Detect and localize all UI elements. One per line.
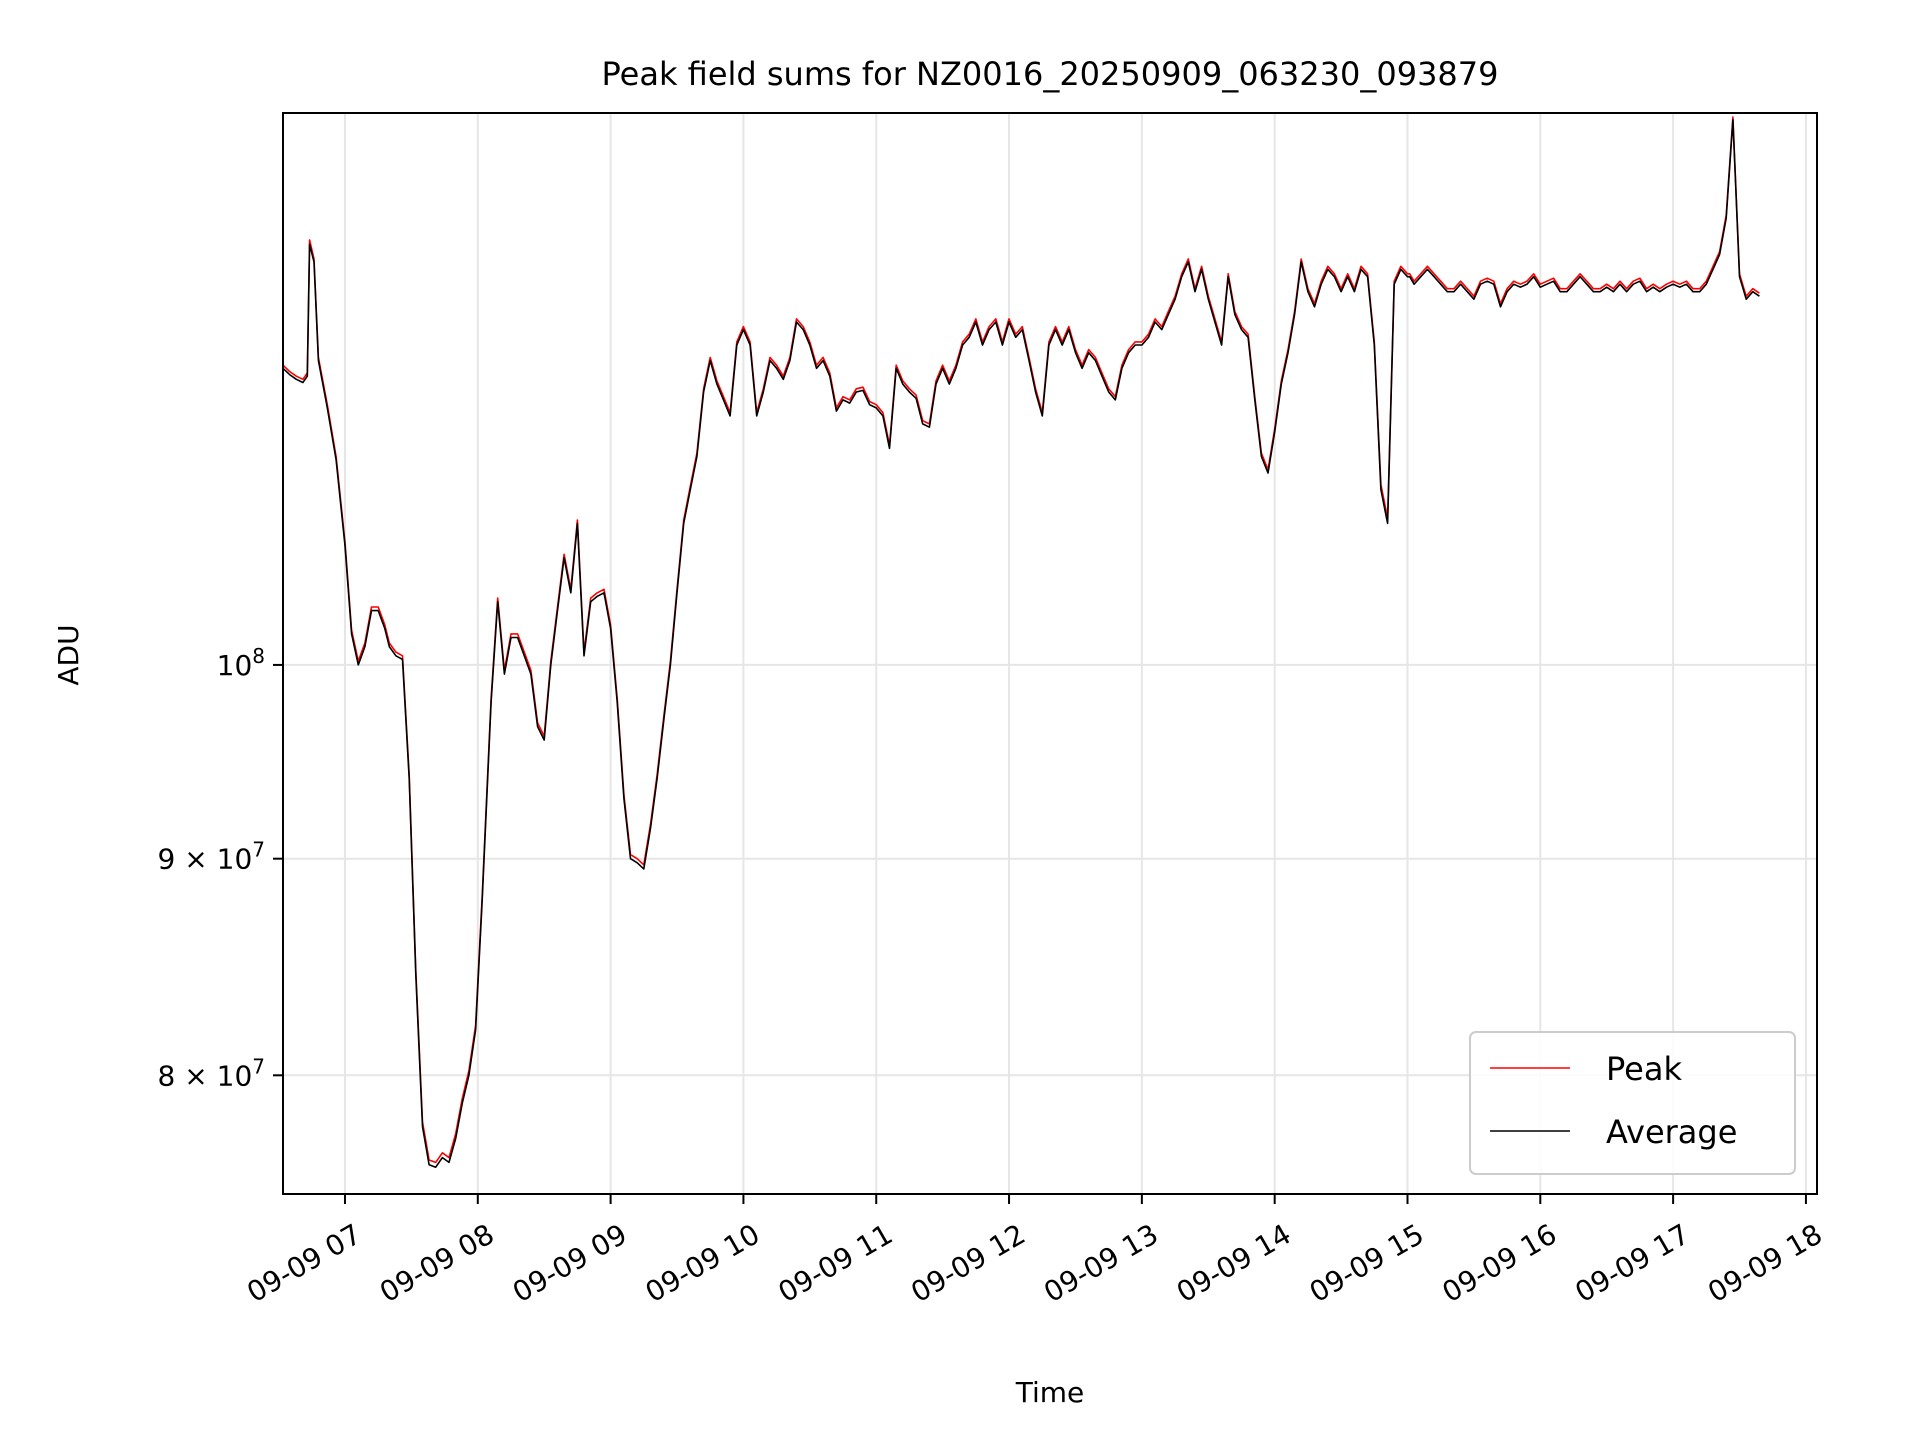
legend-label-average: Average — [1606, 1113, 1737, 1151]
y-tick-label: 9 × 107 — [158, 838, 265, 876]
series-line-peak — [283, 116, 1760, 1164]
legend-label-peak: Peak — [1606, 1050, 1682, 1088]
y-tick-label: 8 × 107 — [158, 1054, 265, 1092]
chart-title: Peak field sums for NZ0016_20250909_0632… — [602, 55, 1499, 93]
y-axis-label: ADU — [52, 624, 85, 685]
legend: Peak Average — [1469, 1031, 1796, 1175]
plot-frame — [282, 112, 1818, 1195]
series-layer — [283, 116, 1760, 1168]
x-axis-label: Time — [1015, 1376, 1085, 1409]
series-line-average — [283, 119, 1760, 1168]
